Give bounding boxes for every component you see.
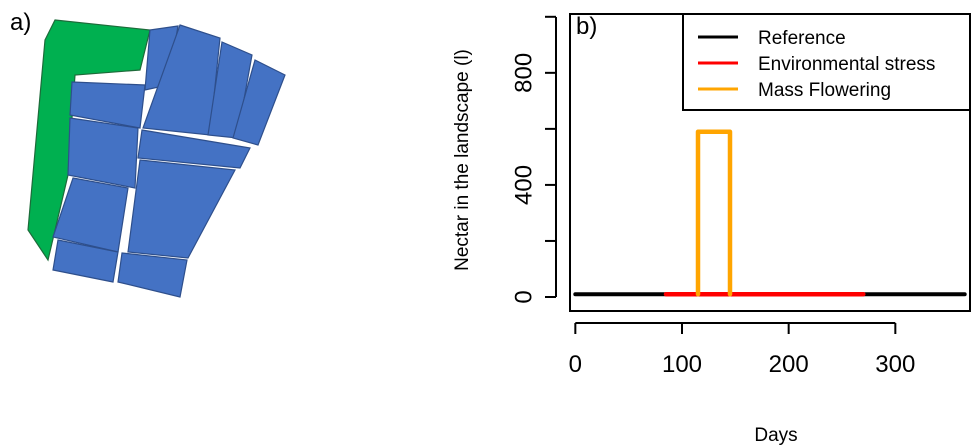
panel-a: a) [10, 9, 286, 298]
y-tick-label: 400 [511, 165, 538, 205]
field [52, 239, 119, 283]
field [232, 59, 286, 146]
field [127, 159, 236, 259]
x-tick-label: 100 [662, 351, 702, 378]
field [67, 117, 139, 189]
legend-label: Mass Flowering [758, 80, 891, 101]
x-tick-label: 300 [875, 351, 915, 378]
panel-a-label: a) [10, 9, 31, 36]
x-tick-label: 200 [769, 351, 809, 378]
landscape-map [27, 19, 286, 298]
y-tick-label: 800 [511, 53, 538, 93]
panel-b-label: b) [576, 13, 597, 40]
legend-label: Reference [758, 28, 846, 49]
legend-label: Environmental stress [758, 54, 935, 75]
series-layer [573, 129, 967, 297]
x-axis-label: Days [754, 425, 797, 446]
x-axis: 0 100 200 300 [569, 322, 915, 378]
legend: Reference Environmental stress Mass Flower… [682, 13, 971, 111]
x-tick-label: 0 [569, 351, 582, 378]
y-axis: 0 400 800 [511, 15, 557, 304]
field [69, 81, 146, 129]
panel-b-chart: b) 0 100 200 300 0 400 800 Days Nectar in the… [452, 13, 971, 446]
y-tick-label: 0 [511, 290, 538, 303]
y-axis-label: Nectar in the landscape (l) [452, 49, 473, 271]
field [137, 129, 251, 169]
field [117, 252, 188, 298]
series-line-mass-flowering [695, 129, 733, 297]
